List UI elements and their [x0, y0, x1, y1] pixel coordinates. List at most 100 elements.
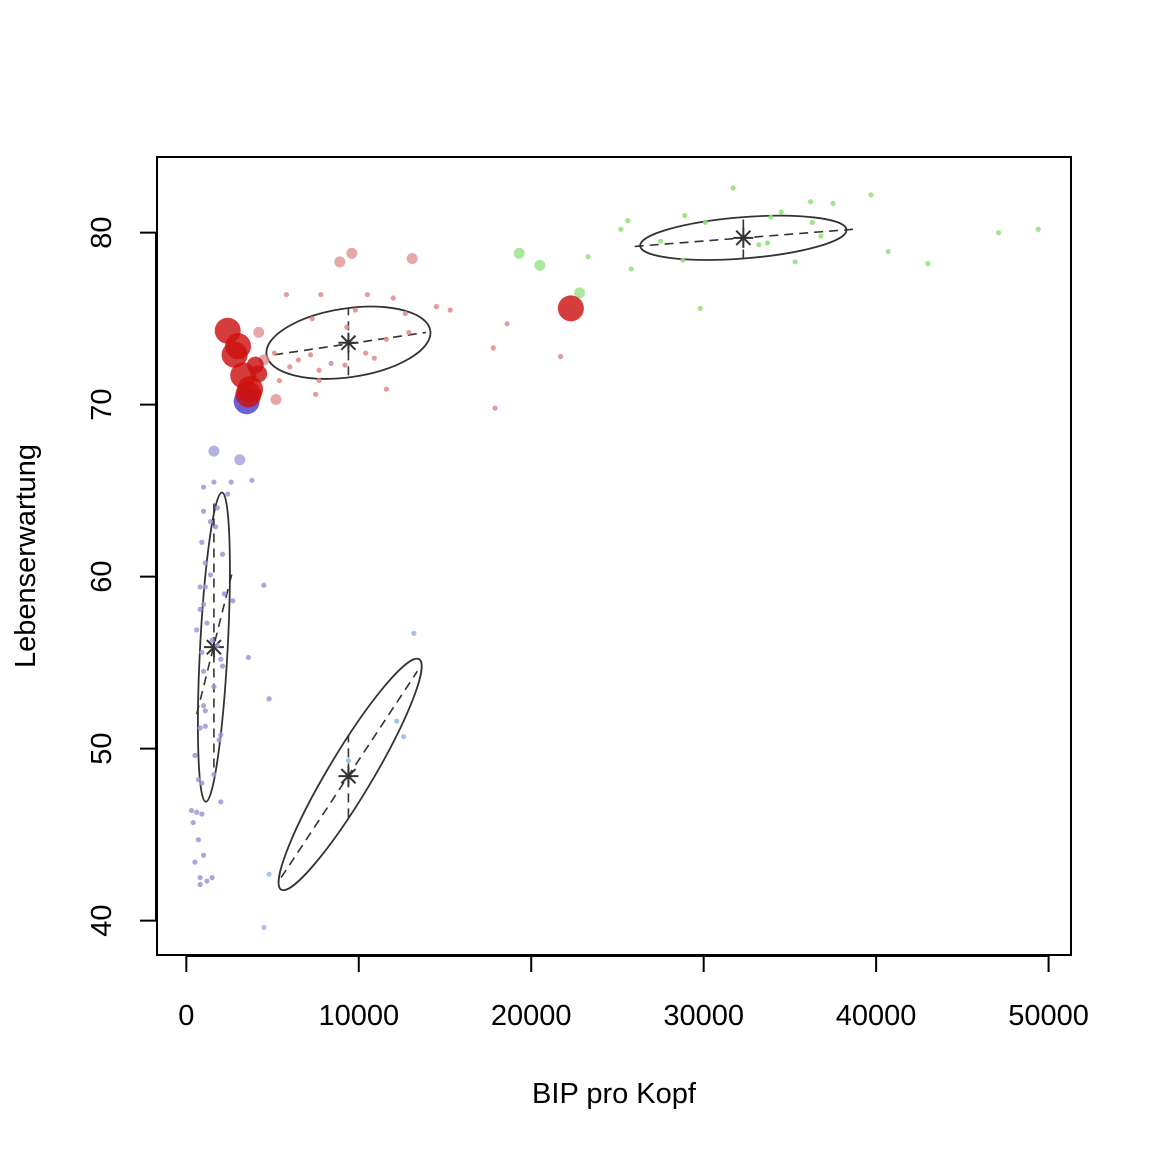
data-point	[221, 341, 248, 368]
data-point	[213, 524, 219, 530]
data-point	[406, 329, 412, 336]
data-point	[211, 479, 217, 485]
y-tick-label: 60	[86, 561, 118, 593]
data-point	[202, 560, 208, 566]
data-point	[192, 752, 198, 759]
data-point	[585, 254, 591, 260]
star-stroke	[340, 768, 357, 784]
x-tick-label: 40000	[836, 1000, 917, 1032]
data-point	[218, 799, 224, 805]
data-point	[204, 878, 210, 884]
data-point	[830, 200, 836, 207]
data-point	[194, 627, 200, 633]
data-point	[230, 598, 236, 604]
data-point	[261, 924, 267, 931]
ellipses-layer	[195, 214, 854, 892]
data-point	[313, 391, 319, 397]
data-point	[211, 684, 217, 690]
star-stroke	[340, 334, 357, 351]
data-point	[214, 505, 220, 511]
data-point	[352, 307, 358, 313]
data-point	[194, 809, 200, 815]
star-stroke	[735, 230, 752, 246]
data-point	[253, 326, 265, 338]
data-point	[219, 663, 226, 669]
data-point	[618, 226, 624, 232]
data-point	[235, 381, 262, 408]
data-point	[807, 199, 814, 205]
ellipse-outline	[265, 305, 432, 380]
data-point	[885, 248, 891, 255]
data-point	[1035, 226, 1041, 232]
data-point	[271, 350, 277, 356]
x-tick-label: 0	[178, 1000, 194, 1032]
data-point	[192, 859, 198, 865]
data-point	[334, 256, 346, 268]
data-point	[364, 291, 370, 298]
data-point	[197, 584, 203, 590]
data-point	[287, 364, 293, 370]
data-point	[433, 304, 439, 310]
data-point	[925, 261, 931, 267]
ellipse-center-star	[338, 332, 359, 353]
data-point	[200, 484, 207, 490]
data-point	[199, 539, 205, 545]
data-point	[756, 242, 762, 248]
data-point	[197, 875, 203, 881]
data-point	[316, 377, 322, 384]
data-point	[363, 350, 369, 356]
x-axis: 0 10000 20000 30000 40000 50000	[178, 955, 1089, 1032]
x-tick-label: 10000	[318, 1000, 399, 1032]
data-point	[200, 852, 207, 858]
data-point	[309, 316, 315, 322]
data-point	[345, 758, 352, 764]
data-point	[868, 192, 874, 198]
data-point	[199, 649, 205, 655]
data-point	[249, 477, 255, 483]
data-point	[200, 668, 207, 674]
data-point	[218, 732, 224, 738]
data-point	[447, 307, 453, 313]
data-point	[266, 871, 272, 877]
data-point	[283, 291, 289, 298]
data-point	[318, 291, 324, 298]
y-tick-label: 80	[86, 217, 118, 249]
data-point	[490, 345, 496, 351]
x-tick-label: 20000	[491, 1000, 572, 1032]
data-point	[316, 367, 322, 373]
data-point	[346, 247, 358, 259]
data-point	[383, 336, 389, 342]
points-layer	[188, 185, 1041, 931]
data-point	[209, 637, 215, 643]
data-point	[682, 212, 688, 219]
data-point	[557, 353, 564, 360]
x-axis-label: BIP pro Kopf	[532, 1078, 697, 1110]
data-point	[228, 479, 234, 485]
star-stroke	[206, 639, 222, 655]
data-point	[406, 252, 418, 264]
x-tick-label: 50000	[1008, 1000, 1089, 1032]
data-point	[234, 454, 246, 466]
x-tick-label: 30000	[663, 1000, 744, 1032]
data-point	[792, 259, 798, 265]
data-point	[209, 875, 215, 881]
data-point	[401, 733, 407, 740]
data-point	[778, 209, 784, 215]
data-point	[995, 230, 1002, 236]
data-point	[188, 807, 195, 814]
data-point	[200, 601, 207, 607]
data-point	[328, 360, 334, 366]
y-axis-label: Lebenserwartung	[10, 444, 42, 668]
y-tick-label: 40	[86, 904, 118, 936]
data-point	[534, 259, 546, 271]
y-axis: 40 50 60 70 80	[86, 217, 157, 937]
data-point	[680, 257, 686, 263]
data-point	[218, 656, 224, 662]
data-point	[276, 377, 283, 384]
data-point	[266, 696, 272, 702]
data-point	[219, 551, 226, 557]
data-point	[307, 352, 314, 358]
ellipse-outline	[197, 491, 231, 803]
